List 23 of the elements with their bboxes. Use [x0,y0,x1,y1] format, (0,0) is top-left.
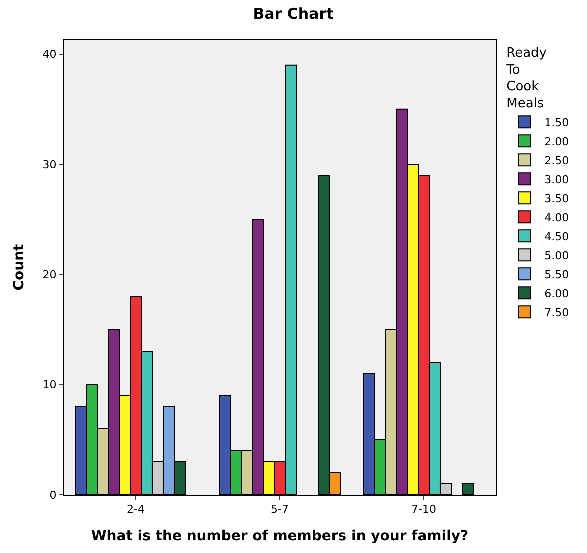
legend-label: 1.50 [544,116,570,130]
chart-title: Bar Chart [253,4,334,23]
x-tick-label: 7-10 [412,503,436,516]
y-axis-title: Count [11,244,28,291]
legend-label: 5.00 [544,249,570,262]
legend-label: 3.00 [544,173,570,186]
y-tick-label: 10 [42,378,57,392]
legend-label: 3.50 [544,192,570,206]
legend-label: 2.50 [544,154,570,168]
legend-label: 5.50 [544,268,570,282]
y-tick-label: 0 [50,488,57,502]
legend-label: 7.50 [544,306,570,320]
legend-title: Ready To Cook Meals [506,46,548,112]
y-tick-label: 30 [42,158,57,172]
legend-label: 4.50 [544,230,570,244]
legend-label: 6.00 [544,287,570,300]
y-tick-label: 20 [42,268,57,282]
legend-label: 2.00 [544,135,570,148]
x-tick-label: 2-4 [127,503,145,516]
y-tick-label: 40 [42,48,57,62]
x-axis-title: What is the number of members in your family? [91,528,469,544]
x-tick-label: 5-7 [271,503,289,516]
legend-label: 4.00 [544,211,570,224]
